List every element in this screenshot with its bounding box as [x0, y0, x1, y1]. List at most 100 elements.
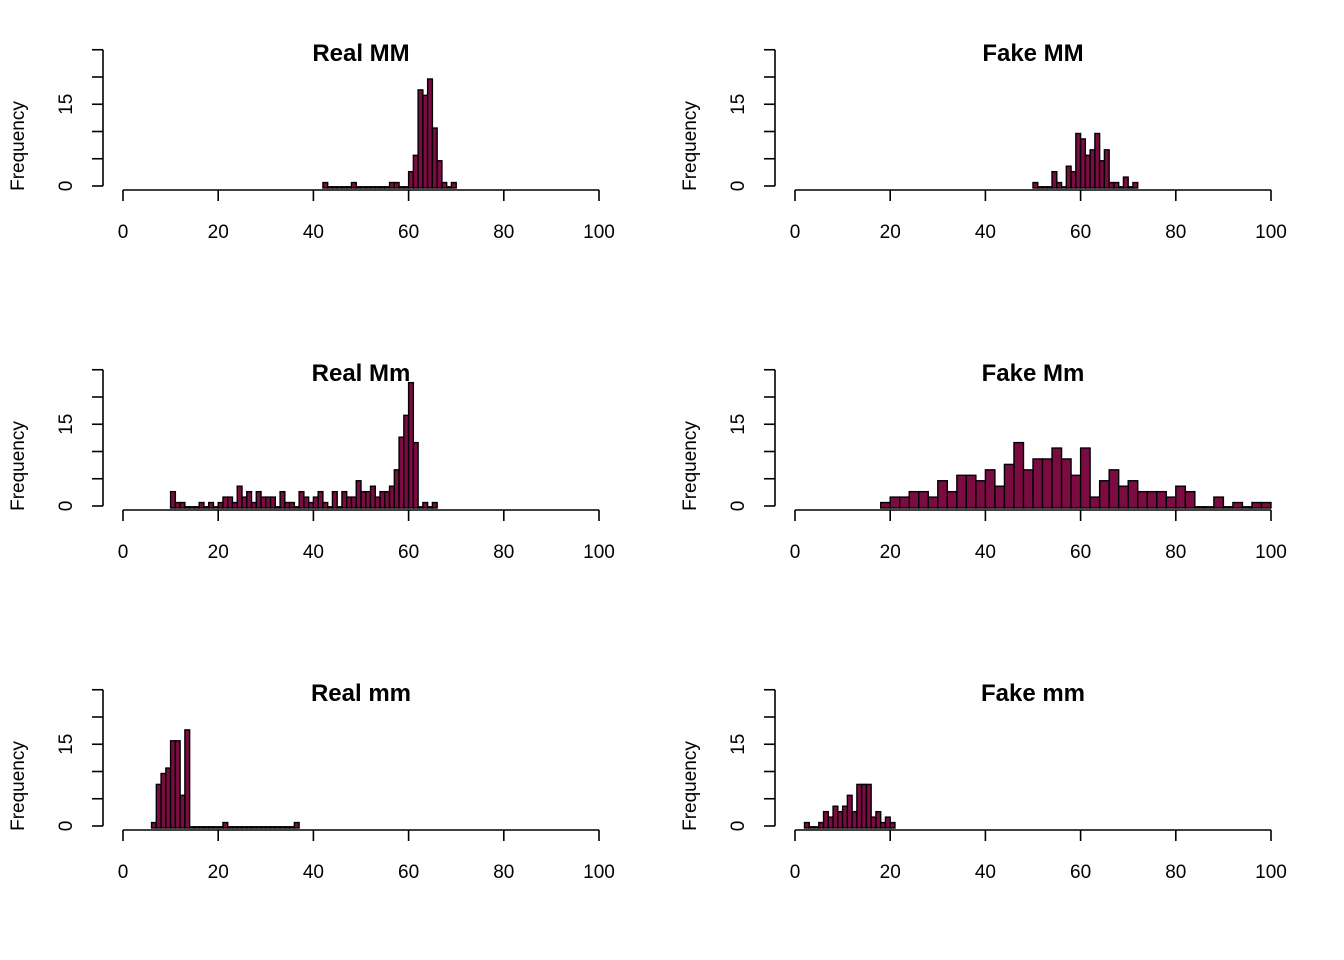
- histogram-bar: [350, 496, 357, 509]
- x-tick-label: 60: [398, 542, 419, 563]
- x-tick-label: 20: [880, 222, 901, 243]
- histogram-bar: [1070, 474, 1082, 509]
- histogram-bar: [369, 186, 376, 189]
- histogram-bar: [1037, 186, 1044, 189]
- histogram-bar: [965, 474, 977, 509]
- x-tick-label: 20: [880, 862, 901, 883]
- histogram-bar: [365, 186, 372, 189]
- x-tick-label: 40: [303, 862, 324, 883]
- histogram-bar: [403, 186, 410, 189]
- histogram-bar: [393, 181, 400, 189]
- histogram-bar: [350, 181, 357, 189]
- histogram-bar: [1098, 160, 1106, 189]
- histogram-bar: [1079, 447, 1091, 509]
- histogram-bar: [388, 485, 396, 509]
- histogram-bar: [851, 810, 858, 829]
- histogram-bar: [426, 506, 434, 509]
- histogram-bar: [236, 485, 243, 509]
- histogram-bar: [1117, 186, 1125, 189]
- histogram-bar: [184, 506, 191, 509]
- histogram-panel: Fake mm 0 20 40 60 80 100 0 15 Frequency: [680, 680, 1287, 883]
- histogram-bar: [846, 794, 853, 829]
- panel-title: Real mm: [311, 680, 411, 707]
- histogram-bar: [265, 496, 272, 509]
- histogram-bar: [1060, 186, 1068, 189]
- histogram-bar: [445, 186, 453, 189]
- histogram-bar: [412, 441, 419, 509]
- x-tick-label: 20: [208, 542, 229, 563]
- histogram-bar: [341, 490, 348, 509]
- histogram-bar: [884, 816, 891, 829]
- histogram-bar: [1089, 496, 1101, 509]
- histogram-bar: [274, 826, 281, 829]
- histogram-bar: [331, 490, 338, 509]
- histogram-bar: [384, 490, 391, 509]
- x-tick-label: 40: [975, 222, 996, 243]
- histogram-bar: [818, 821, 825, 829]
- histogram-bar: [1260, 501, 1272, 509]
- y-tick-label: 0: [56, 181, 77, 192]
- histogram-bar: [908, 490, 920, 509]
- histogram-bar: [374, 186, 381, 189]
- histogram-bar: [379, 490, 386, 509]
- y-axis-label: Frequency: [680, 421, 701, 511]
- histogram-bar: [307, 501, 315, 509]
- histogram-bar: [312, 496, 319, 509]
- histogram-bar: [322, 181, 329, 189]
- histogram-bar: [422, 94, 429, 189]
- x-tick-label: 0: [790, 862, 801, 883]
- x-tick-label: 100: [583, 222, 615, 243]
- histogram-bar: [994, 485, 1006, 509]
- histogram-bar: [403, 414, 410, 509]
- histogram-bar: [956, 474, 968, 509]
- histogram-bar: [217, 501, 224, 509]
- y-tick-label: 0: [728, 821, 749, 832]
- histogram-bar: [165, 767, 172, 829]
- y-axis-label: Frequency: [8, 421, 29, 511]
- histogram-bar: [260, 496, 267, 509]
- histogram-bar: [193, 826, 200, 829]
- histogram-bar: [198, 501, 205, 509]
- histogram-bar: [227, 496, 234, 509]
- histogram-bar: [360, 490, 367, 509]
- histogram-bar: [241, 496, 248, 509]
- histogram-bar: [1222, 506, 1234, 509]
- histogram-bar: [374, 496, 381, 509]
- histogram-bar: [384, 186, 391, 189]
- histogram-bar: [260, 826, 267, 829]
- x-tick-label: 0: [118, 542, 129, 563]
- y-tick-label: 0: [728, 501, 749, 512]
- histogram-bar: [417, 506, 424, 509]
- x-tick-label: 80: [493, 542, 514, 563]
- panel-title: Fake mm: [981, 680, 1085, 707]
- y-axis-label: Frequency: [8, 741, 29, 831]
- x-tick-label: 0: [118, 222, 129, 243]
- x-tick-label: 20: [208, 222, 229, 243]
- x-tick-label: 20: [208, 862, 229, 883]
- histogram-bar: [398, 436, 405, 509]
- x-tick-label: 60: [1070, 862, 1091, 883]
- histogram-bar: [293, 821, 300, 829]
- histogram-bar: [298, 490, 305, 509]
- x-tick-label: 80: [1165, 222, 1186, 243]
- histogram-bar: [1046, 186, 1053, 189]
- histogram-bar: [1103, 149, 1110, 189]
- histogram-bar: [203, 826, 210, 829]
- histogram-panel: Real mm 0 20 40 60 80 100 0 15 Frequency: [8, 680, 615, 883]
- histogram-bar: [188, 826, 196, 829]
- histogram-bar: [827, 816, 834, 829]
- histogram-bar: [837, 810, 844, 829]
- histogram-bar: [222, 821, 229, 829]
- histogram-bar: [236, 826, 243, 829]
- histogram-bar: [1137, 490, 1148, 509]
- x-tick-label: 60: [398, 862, 419, 883]
- histogram-bar: [269, 496, 277, 509]
- histogram-bar: [407, 170, 415, 189]
- histogram-bar: [1060, 458, 1072, 509]
- histogram-bar: [336, 186, 343, 189]
- histogram-bar: [879, 821, 887, 829]
- x-tick-label: 100: [583, 542, 615, 563]
- histogram-bar: [1146, 490, 1158, 509]
- histogram-bar: [288, 501, 296, 509]
